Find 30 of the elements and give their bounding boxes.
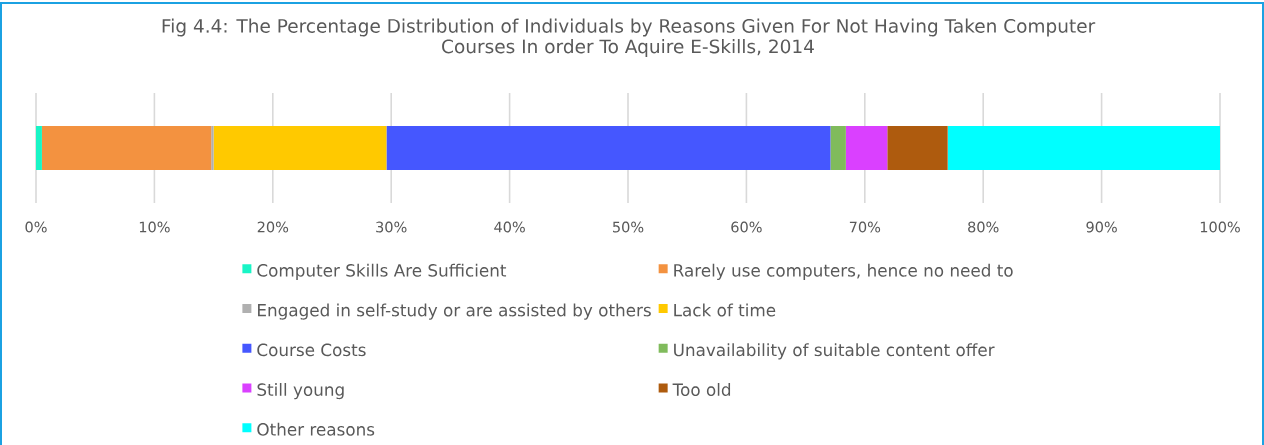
chart-title: Fig 4.4: The Percentage Distribution of Individuals by Reasons Given For Not Having Taken Computer Courses In order To Aquire E-Skills, 2014 — [162, 18, 1096, 57]
x-tick-label: 70% — [849, 221, 881, 233]
bar — [36, 126, 42, 170]
x-tick-label: 100% — [1200, 221, 1240, 233]
legend-label: Unavailability of suitable content offer — [674, 343, 995, 360]
x-tick-label: 30% — [376, 221, 407, 233]
bar — [386, 126, 831, 170]
legend-label: Other reasons — [257, 422, 375, 436]
x-tick-label: 60% — [731, 221, 762, 233]
legend-label: Rarely use computers, hence no need to — [674, 263, 1013, 280]
legend-label: Still young — [257, 382, 344, 400]
bar — [830, 126, 846, 170]
bar — [211, 126, 214, 170]
x-tick-label: 10% — [139, 221, 170, 233]
legend-label: Course Costs — [257, 343, 366, 357]
bar — [845, 126, 888, 170]
legend-label: Engaged in self-study or are assisted by others — [258, 303, 651, 320]
bar — [213, 126, 387, 170]
bar — [41, 126, 212, 170]
x-tick-label: 50% — [613, 221, 644, 233]
legend-label: Lack of time — [674, 303, 776, 317]
x-tick-label: 40% — [494, 221, 525, 233]
bar — [887, 126, 948, 170]
x-tick-label: 0% — [25, 221, 47, 233]
legend-label: Too old — [672, 382, 731, 396]
legend-label: Computer Skills Are Sufficient — [257, 263, 507, 280]
bar — [947, 126, 1220, 170]
x-tick-label: 20% — [257, 221, 289, 233]
x-tick-label: 80% — [968, 221, 999, 233]
x-tick-label: 90% — [1086, 221, 1117, 233]
